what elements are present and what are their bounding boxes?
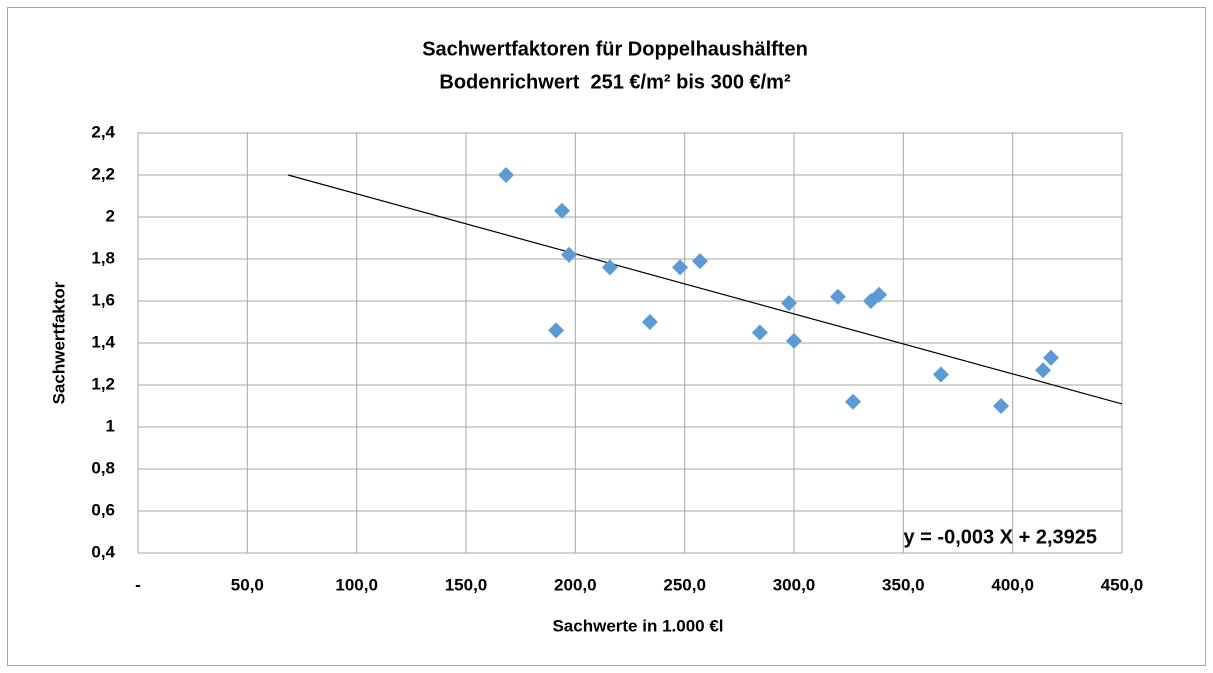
y-tick-label: 1,4 xyxy=(91,332,115,351)
y-tick-label: 0,6 xyxy=(91,500,115,519)
x-tick-label: 400,0 xyxy=(991,575,1034,594)
x-tick-label: 450,0 xyxy=(1101,575,1144,594)
data-point xyxy=(780,295,797,312)
data-point xyxy=(672,259,689,276)
data-point xyxy=(751,324,768,341)
data-point xyxy=(560,246,577,263)
y-tick-label: 2,2 xyxy=(91,164,115,183)
chart-border xyxy=(7,7,1206,666)
x-axis-title: Sachwerte in 1.000 €l xyxy=(552,616,723,635)
y-tick-label: 2,4 xyxy=(91,122,115,141)
y-tick-label: 0,4 xyxy=(91,542,115,561)
y-tick-label: 1,8 xyxy=(91,248,115,267)
trendline-equation: y = -0,003 X + 2,3925 xyxy=(904,526,1098,548)
data-point xyxy=(548,322,565,339)
x-tick-label: 350,0 xyxy=(882,575,925,594)
chart-title: Sachwertfaktoren für Doppelhaushälften xyxy=(422,38,808,60)
data-point xyxy=(1042,349,1059,366)
data-point xyxy=(993,398,1010,414)
x-tick-label: 50,0 xyxy=(231,575,264,594)
y-axis-title: Sachwertfaktor xyxy=(49,281,68,404)
x-tick-label: 150,0 xyxy=(445,575,488,594)
x-tick-label: 200,0 xyxy=(554,575,597,594)
x-tick-label: 100,0 xyxy=(335,575,378,594)
x-tick-label: 250,0 xyxy=(663,575,706,594)
y-tick-label: 2 xyxy=(106,206,115,225)
data-point xyxy=(932,366,949,383)
data-point xyxy=(829,288,846,305)
data-point xyxy=(786,332,802,349)
y-tick-label: 1 xyxy=(106,416,115,435)
trendline xyxy=(287,174,1123,405)
data-point xyxy=(641,314,658,330)
data-point xyxy=(498,167,515,183)
y-tick-label: 1,6 xyxy=(91,290,115,309)
data-point xyxy=(553,202,570,219)
x-tick-label: 300,0 xyxy=(773,575,816,594)
y-tick-label: 1,2 xyxy=(91,374,115,393)
x-tick-label: - xyxy=(135,575,141,594)
data-point xyxy=(601,259,618,276)
chart-subtitle: Bodenrichwert 251 €/m² bis 300 €/m² xyxy=(439,71,791,93)
data-point xyxy=(871,286,888,303)
data-point xyxy=(691,253,708,270)
data-point xyxy=(1035,362,1052,379)
y-tick-label: 0,8 xyxy=(91,458,115,477)
data-point xyxy=(845,393,862,410)
